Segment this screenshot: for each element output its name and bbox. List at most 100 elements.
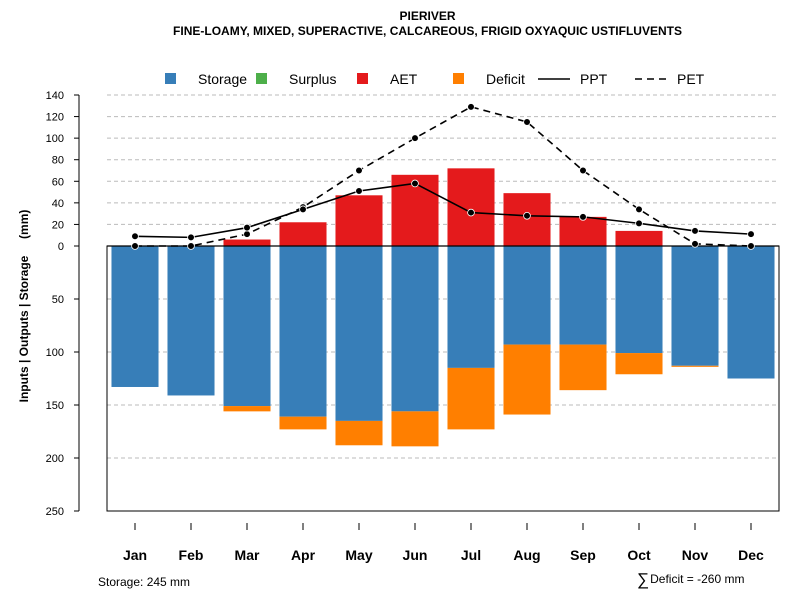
legend-swatch — [256, 73, 267, 84]
y-tick-label: 0 — [58, 241, 64, 253]
x-tick-label: Dec — [738, 547, 764, 563]
x-tick-label: Jul — [461, 547, 481, 563]
ppt-point — [243, 223, 251, 232]
y-tick-label: 120 — [46, 112, 64, 124]
ppt-point — [131, 232, 139, 241]
pet-point — [355, 166, 363, 175]
y-tick-label: 40 — [52, 198, 64, 210]
storage-total: Storage: 245 mm — [98, 575, 191, 589]
x-tick-label: Jun — [403, 547, 428, 563]
storage-bar — [503, 246, 551, 345]
deficit-bar — [447, 367, 495, 430]
storage-bar — [447, 246, 495, 368]
x-tick-label: May — [345, 547, 372, 563]
legend-label: PET — [677, 71, 705, 87]
y-tick-label: 140 — [46, 90, 64, 102]
chart-subtitle: FINE-LOAMY, MIXED, SUPERACTIVE, CALCAREO… — [173, 24, 682, 38]
aet-bar — [447, 168, 495, 246]
y-tick-label: 100 — [46, 347, 64, 359]
y-tick-label: 200 — [46, 453, 64, 465]
pet-point — [243, 230, 251, 238]
pet-point — [411, 134, 419, 142]
ppt-point — [355, 187, 363, 195]
aet-bar — [615, 230, 663, 246]
y-tick-label: 250 — [46, 506, 64, 518]
legend-label: Deficit — [486, 71, 525, 87]
ppt-point — [523, 212, 531, 220]
storage-bar — [727, 246, 775, 379]
storage-bar — [559, 246, 607, 345]
deficit-total: ∑Deficit = -260 mm — [637, 570, 744, 590]
y-tick-label: 50 — [52, 294, 64, 306]
storage-bar — [279, 246, 327, 417]
legend-swatch — [357, 73, 368, 84]
pet-point — [523, 118, 531, 126]
ppt-point — [467, 208, 475, 217]
deficit-bar — [391, 411, 439, 447]
x-tick-label: Jan — [123, 547, 147, 563]
y-tick-label: 60 — [52, 176, 64, 188]
legend-item-surplus: Surplus — [256, 71, 336, 87]
x-tick-label: Mar — [235, 547, 260, 563]
legend-label: Storage — [198, 71, 247, 87]
x-tick-label: Aug — [513, 547, 540, 563]
legend-swatch — [165, 73, 176, 84]
pet-line — [135, 106, 752, 247]
legend-item-deficit: Deficit — [453, 71, 525, 87]
pet-point — [747, 242, 755, 250]
storage-bar — [671, 246, 719, 366]
ppt-point — [299, 205, 307, 214]
deficit-bar — [503, 344, 551, 415]
legend-label: AET — [390, 71, 418, 87]
deficit-bar — [615, 353, 663, 375]
pet-point — [579, 166, 587, 175]
pet-point — [635, 205, 643, 214]
x-tick-label: Oct — [627, 547, 651, 563]
deficit-bar — [671, 365, 719, 367]
ppt-point — [691, 227, 699, 235]
y-tick-label: 150 — [46, 400, 64, 412]
legend-label: Surplus — [289, 71, 336, 87]
chart-title: PIERIVER — [399, 9, 456, 23]
x-tick-label: Apr — [291, 547, 316, 563]
sum-symbol: ∑ — [637, 570, 650, 589]
legend-item-ppt: PPT — [538, 71, 608, 87]
x-tick-label: Feb — [179, 547, 204, 563]
aet-bar — [559, 216, 607, 246]
y-tick-label: 80 — [52, 155, 64, 167]
aet-bar — [279, 222, 327, 246]
y-tick-label: 100 — [46, 133, 64, 145]
x-tick-label: Sep — [570, 547, 596, 563]
pet-point — [131, 242, 139, 250]
ppt-point — [579, 213, 587, 221]
legend-label: PPT — [580, 71, 608, 87]
deficit-bar — [559, 344, 607, 391]
ppt-line — [134, 182, 752, 239]
legend-item-pet: PET — [635, 71, 705, 87]
ppt-point — [411, 179, 419, 188]
deficit-bar — [335, 420, 383, 446]
deficit-bar — [223, 406, 271, 412]
pet-point — [467, 103, 475, 111]
y-axis-label: Inputs | Outputs | Storage (mm) — [17, 210, 31, 403]
storage-bar — [335, 246, 383, 421]
ppt-point — [747, 230, 755, 238]
aet-bar — [335, 195, 383, 246]
legend-item-storage: Storage — [165, 71, 247, 87]
y-tick-label: 20 — [52, 219, 64, 231]
legend-item-aet: AET — [357, 71, 418, 87]
ppt-point — [187, 233, 195, 242]
aet-bar — [223, 239, 271, 246]
legend-swatch — [453, 73, 464, 84]
x-tick-label: Nov — [682, 547, 709, 563]
storage-bar — [111, 246, 159, 387]
deficit-bar — [279, 416, 327, 430]
storage-bar — [615, 246, 663, 354]
ppt-point — [635, 219, 643, 228]
pet-point — [691, 240, 699, 248]
storage-bar — [223, 246, 271, 407]
deficit-total-text: Deficit = -260 mm — [650, 572, 745, 586]
pet-point — [187, 242, 195, 250]
storage-bar — [391, 246, 439, 412]
